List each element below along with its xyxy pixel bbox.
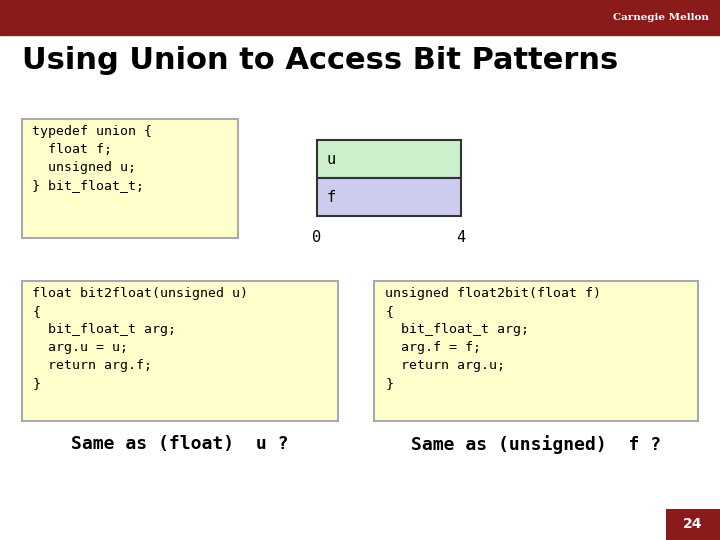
FancyBboxPatch shape: [317, 178, 461, 216]
Bar: [0, 0, 720, 35]
FancyBboxPatch shape: [22, 119, 238, 238]
Text: Carnegie Mellon: Carnegie Mellon: [613, 13, 709, 22]
Text: unsigned float2bit(float f)
{
  bit_float_t arg;
  arg.f = f;
  return arg.u;
}: unsigned float2bit(float f) { bit_float_…: [385, 287, 601, 390]
Text: 24: 24: [683, 517, 703, 531]
FancyBboxPatch shape: [374, 281, 698, 421]
Text: float bit2float(unsigned u)
{
  bit_float_t arg;
  arg.u = u;
  return arg.f;
}: float bit2float(unsigned u) { bit_float_…: [32, 287, 248, 390]
Text: Using Union to Access Bit Patterns: Using Union to Access Bit Patterns: [22, 46, 618, 75]
Text: u: u: [327, 152, 336, 167]
FancyBboxPatch shape: [666, 509, 720, 540]
Text: f: f: [327, 190, 336, 205]
Text: Same as (float)  u ?: Same as (float) u ?: [71, 435, 289, 453]
Text: typedef union {
  float f;
  unsigned u;
} bit_float_t;: typedef union { float f; unsigned u; } b…: [32, 125, 153, 192]
FancyBboxPatch shape: [22, 281, 338, 421]
Text: 0: 0: [312, 230, 321, 245]
FancyBboxPatch shape: [317, 140, 461, 178]
Text: Same as (unsigned)  f ?: Same as (unsigned) f ?: [411, 435, 662, 454]
Text: 4: 4: [456, 230, 465, 245]
